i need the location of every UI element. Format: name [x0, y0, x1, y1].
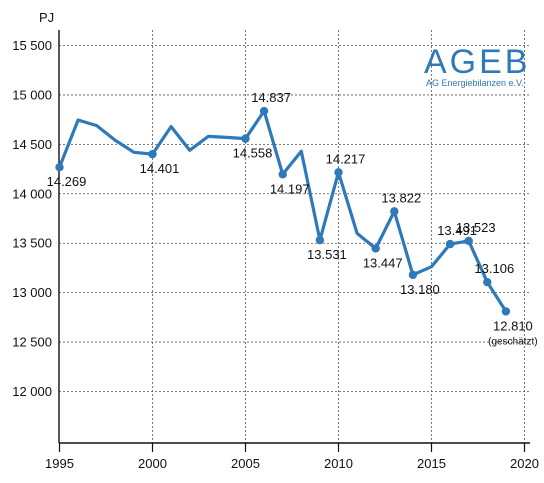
y-tick-label: 15 000	[12, 87, 52, 102]
data-label: 13.491	[437, 223, 477, 238]
y-axis-unit-label: PJ	[39, 10, 54, 25]
data-labels: 14.269 14.401 14.558 14.837 14.197 13.531 14.2…	[47, 90, 538, 347]
data-label: 13.447	[363, 255, 403, 270]
data-label: 12.810	[493, 318, 533, 333]
data-label: 13.106	[474, 261, 514, 276]
data-label-note: (geschätzt)	[488, 336, 537, 347]
y-tick-label: 15 500	[12, 38, 52, 53]
data-point-marker	[483, 277, 492, 287]
data-point-marker	[278, 170, 287, 179]
data-point-marker	[334, 168, 343, 177]
data-point-marker	[464, 236, 473, 246]
logo-name: AGEB	[424, 43, 530, 81]
data-point-marker	[259, 106, 269, 116]
data-label: 13.180	[400, 282, 440, 297]
logo-subtitle: AG Energiebilanzen e.V.	[426, 78, 524, 88]
data-point-marker	[148, 149, 157, 159]
data-point-marker	[501, 307, 511, 316]
data-point-marker	[241, 134, 250, 143]
x-tick-label: 2010	[324, 456, 353, 471]
y-tick-label: 12 000	[12, 384, 52, 399]
data-label: 14.401	[140, 161, 180, 176]
data-point-marker	[445, 239, 455, 249]
x-tick-label: 2015	[417, 456, 446, 471]
y-tick-label: 14 500	[12, 137, 52, 152]
y-tick-label: 13 500	[12, 236, 52, 251]
y-tick-label: 12 500	[12, 335, 52, 350]
x-tick-label: 2005	[231, 456, 260, 471]
y-tick-label: 14 000	[12, 186, 52, 201]
axes	[58, 30, 530, 452]
x-tick-labels: 1995 2000 2005 2010 2015 2020	[45, 456, 539, 471]
data-label: 13.822	[381, 190, 421, 205]
data-point-marker	[371, 244, 380, 253]
data-label: 13.523	[456, 220, 496, 235]
data-point-marker	[315, 235, 325, 245]
data-point-marker	[408, 270, 418, 280]
y-tick-labels: 12 000 12 500 13 000 13 500 14 000 14 500 15 0…	[12, 38, 52, 399]
x-tick-label: 2020	[510, 456, 539, 471]
ageb-logo: AGEB AG Energiebilanzen e.V.	[424, 43, 530, 88]
data-label: 14.269	[47, 174, 87, 189]
data-series	[55, 106, 511, 316]
data-label: 13.531	[307, 247, 347, 262]
x-tick-label: 2000	[138, 456, 167, 471]
data-label: 14.837	[251, 90, 291, 105]
data-label: 14.558	[233, 146, 273, 161]
data-label: 14.197	[270, 181, 310, 196]
y-tick-label: 13 000	[12, 285, 52, 300]
data-label: 14.217	[326, 151, 366, 166]
data-point-marker	[55, 162, 64, 172]
data-point-marker	[390, 207, 399, 216]
x-tick-label: 1995	[45, 456, 74, 471]
